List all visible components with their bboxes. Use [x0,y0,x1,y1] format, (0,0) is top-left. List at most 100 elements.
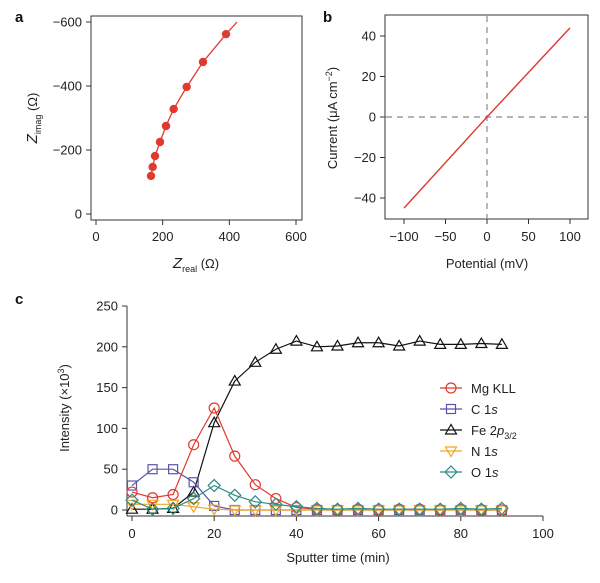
data-point-o-1s [453,501,468,516]
data-point-fe-2p3-2 [413,334,427,346]
legend-label: Mg KLL [471,381,516,396]
data-point-o-1s [310,501,324,516]
data-point-mg-kll [208,402,220,414]
y-tick-label: 250 [96,299,118,314]
impedance-data-point [182,82,191,92]
data-point-mg-kll [229,450,241,462]
data-point-n-1s [392,505,406,517]
x-tick-label: 40 [289,526,303,541]
y-tick-label: 40 [362,29,376,44]
series-mg-kll [126,402,508,516]
data-point-fe-2p3-2 [228,374,242,386]
y-tick-label: 150 [96,380,118,395]
data-point-n-1s [330,505,345,517]
series-line-o-1s [131,484,502,510]
data-point-o-1s [125,493,139,508]
y-tick-label: −400 [53,79,82,94]
data-point-n-1s [413,505,427,517]
data-point-n-1s [269,505,283,517]
impedance-data-point [146,171,156,181]
x-tick-label: 50 [521,229,535,244]
panel-c-label: c [15,291,23,308]
legend-marker-triangle-up [444,423,458,435]
y-tick-label: 20 [362,69,376,84]
impedance-data-point [161,121,171,131]
data-point-mg-kll [188,439,200,451]
legend-item-o-1s: O 1s [440,465,499,480]
panel-c-x-axis-label: Sputter time (min) [286,550,389,565]
data-point-fe-2p3-2 [351,336,365,348]
data-point-c-1s [168,464,179,475]
legend-marker-diamond [444,465,458,479]
y-tick-label: 0 [111,503,118,518]
y-tick-label: −200 [53,143,82,158]
data-point-o-1s [392,502,406,517]
x-tick-label: 200 [152,229,174,244]
data-point-o-1s [186,491,201,506]
data-point-fe-2p3-2 [269,342,283,354]
data-point-o-1s [474,502,489,517]
data-point-n-1s [207,504,221,516]
data-point-fe-2p3-2 [248,355,262,367]
data-point-o-1s [412,502,427,517]
y-tick-label: −20 [354,150,376,165]
data-point-fe-2p3-2 [454,337,468,349]
x-tick-label: 100 [532,526,554,541]
data-point-o-1s [248,494,263,509]
data-point-o-1s [371,502,386,517]
x-tick-label: 80 [454,526,468,541]
data-point-o-1s [145,502,160,517]
impedance-fit-line [150,21,238,177]
data-point-mg-kll [270,492,282,505]
legend-marker-triangle-down [444,446,458,458]
data-point-c-1s [188,477,199,488]
legend-item-fe-2p3-2: Fe 2p3/2 [440,423,517,441]
impedance-data-point [169,104,178,114]
y-tick-label: 50 [104,462,118,477]
data-point-o-1s [207,478,222,493]
data-point-o-1s [269,497,283,512]
data-point-fe-2p3-2 [125,502,139,514]
data-point-n-1s [187,502,201,514]
x-tick-label: 100 [559,229,581,244]
y-tick-label: 0 [369,110,376,125]
x-tick-label: 20 [207,526,221,541]
data-point-n-1s [495,505,509,517]
legend-item-n-1s: N 1s [440,444,498,459]
data-point-fe-2p3-2 [474,336,488,349]
panel-a-x-axis-label: Zreal (Ω) [172,255,219,274]
panel-b-label: b [323,9,332,26]
panel-c-y-axis-label: Intensity (×103) [56,364,72,452]
y-tick-label: 200 [96,339,118,354]
series-n-1s [125,499,509,517]
data-point-fe-2p3-2 [330,339,345,351]
x-tick-label: 0 [92,229,99,244]
data-point-n-1s [310,505,324,517]
data-point-o-1s [433,502,448,517]
series-o-1s [125,478,509,517]
data-point-mg-kll [146,492,159,504]
x-tick-label: 0 [128,526,135,541]
legend-label: C 1s [471,402,498,417]
data-point-c-1s [147,464,158,475]
data-point-n-1s [433,505,447,517]
data-point-n-1s [351,505,365,517]
data-point-mg-kll [249,479,261,491]
data-point-o-1s [351,501,365,516]
data-point-c-1s [126,480,138,491]
y-tick-label: −600 [53,15,82,30]
panel-a-label: a [15,9,24,26]
impedance-data-point [155,137,165,147]
iv-curve-line [403,27,571,209]
data-point-fe-2p3-2 [289,334,303,346]
data-point-fe-2p3-2 [187,485,201,497]
data-point-fe-2p3-2 [372,336,386,348]
data-point-o-1s [289,499,304,514]
panel-b-x-axis-label: Potential (mV) [446,256,528,271]
data-point-n-1s [372,505,386,517]
x-tick-label: −100 [389,229,418,244]
legend-label: N 1s [471,444,498,459]
x-tick-label: 0 [483,229,490,244]
impedance-data-point [150,151,160,161]
